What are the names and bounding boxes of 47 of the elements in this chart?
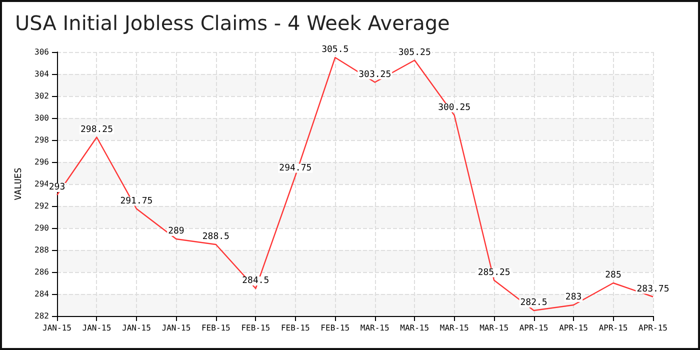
data-label: 300.25 bbox=[438, 102, 471, 113]
x-tick-label: MAR-15 bbox=[400, 324, 430, 332]
y-tick-label: 300 bbox=[34, 114, 50, 122]
data-label: 305.25 bbox=[398, 48, 431, 58]
x-tick-label: JAN-15 bbox=[82, 324, 112, 332]
data-label: 298.25 bbox=[80, 124, 113, 135]
x-tick-label: FEB-15 bbox=[241, 324, 270, 332]
y-tick-label: 286 bbox=[34, 268, 50, 276]
x-tick-label: APR-15 bbox=[559, 324, 588, 332]
x-tick-label: JAN-15 bbox=[42, 324, 72, 332]
y-tick-label: 290 bbox=[34, 224, 50, 232]
y-tick-label: 288 bbox=[34, 246, 50, 254]
data-label: 289 bbox=[168, 226, 184, 236]
data-label: 288.5 bbox=[202, 232, 230, 242]
y-tick-label: 294 bbox=[34, 180, 50, 188]
x-tick-label: MAR-15 bbox=[360, 324, 390, 332]
y-tick-label: 298 bbox=[34, 136, 50, 144]
data-label: 293 bbox=[48, 182, 66, 192]
y-tick-label: 304 bbox=[34, 70, 50, 78]
data-label: 303.25 bbox=[358, 70, 392, 80]
data-label: 285.25 bbox=[478, 268, 510, 278]
x-tick-label: APR-15 bbox=[519, 324, 548, 332]
x-tick-label: MAR-15 bbox=[440, 324, 469, 332]
y-tick-label: 282 bbox=[34, 312, 50, 320]
y-axis-title: VALUES bbox=[14, 168, 24, 200]
x-tick-label: APR-15 bbox=[638, 324, 668, 332]
x-tick-label: JAN-15 bbox=[162, 324, 191, 332]
x-tick-label: APR-15 bbox=[598, 324, 628, 332]
x-tick-label: FEB-15 bbox=[320, 324, 350, 332]
y-tick-label: 302 bbox=[34, 92, 50, 100]
data-label: 291.75 bbox=[120, 196, 153, 206]
data-label: 284.5 bbox=[242, 276, 270, 286]
data-label: 283 bbox=[565, 292, 582, 302]
data-label: 305.5 bbox=[322, 45, 349, 55]
data-label: 283.75 bbox=[636, 284, 670, 294]
x-tick-label: FEB-15 bbox=[280, 324, 310, 332]
y-tick-label: 292 bbox=[34, 202, 50, 210]
data-label: 282.5 bbox=[520, 298, 548, 308]
y-tick-label: 296 bbox=[34, 158, 50, 166]
data-label: 294.75 bbox=[279, 163, 312, 174]
data-label: 285 bbox=[605, 270, 622, 280]
x-tick-label: FEB-15 bbox=[201, 324, 231, 332]
x-tick-label: MAR-15 bbox=[480, 324, 509, 332]
y-tick-label: 284 bbox=[34, 290, 50, 298]
x-tick-label: JAN-15 bbox=[122, 324, 152, 332]
chart-title: USA Initial Jobless Claims - 4 Week Average bbox=[15, 11, 450, 35]
y-tick-label: 306 bbox=[34, 48, 50, 56]
